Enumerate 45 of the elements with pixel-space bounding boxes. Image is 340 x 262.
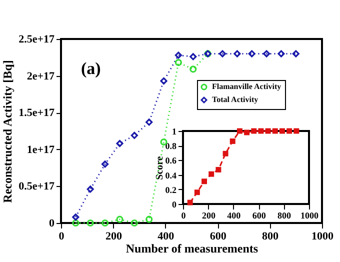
legend-label: Total Activity [212, 95, 258, 104]
point [251, 128, 257, 134]
point [202, 178, 207, 184]
y-tick-label: 2.5e+17 [18, 34, 55, 46]
y-axis-title: Score [154, 156, 166, 180]
point [294, 128, 300, 134]
point [230, 138, 236, 144]
x-tick-label: 0 [181, 210, 186, 220]
point [286, 128, 292, 134]
point [216, 166, 222, 172]
x-axis-title: Number of measurements [126, 242, 258, 256]
x-tick-label: 800 [278, 210, 292, 220]
annotation: (a) [81, 59, 101, 78]
point [265, 128, 271, 134]
x-tick-label: 1000 [312, 230, 334, 242]
y-tick-label: 0.2 [165, 184, 177, 195]
y-tick-label: 0.8 [165, 141, 177, 152]
point [222, 150, 228, 156]
x-tick-label: 200 [105, 230, 122, 242]
point [194, 190, 200, 196]
point [258, 128, 264, 134]
y-tick-label: 2e+17 [26, 70, 55, 82]
y-tick-label: 1e+17 [26, 144, 55, 156]
x-tick-label: 600 [210, 230, 227, 242]
y-tick-label: 1.5e+17 [18, 107, 55, 120]
y-axis-title: Reconstructed Activity [Bq] [0, 60, 15, 203]
y-tick-label: 0.4 [165, 170, 177, 180]
x-tick-label: 400 [227, 210, 242, 220]
point [279, 128, 285, 134]
x-tick-label: 800 [262, 230, 280, 242]
x-tick-label: 1000 [300, 210, 319, 220]
x-tick-label: 400 [158, 230, 175, 242]
y-tick-label: 1 [172, 126, 177, 136]
x-tick-label: 200 [202, 210, 216, 220]
point [187, 200, 193, 206]
point [272, 128, 278, 134]
x-tick-label: 600 [252, 210, 266, 220]
y-tick-label: 0.5e+17 [18, 180, 55, 193]
y-tick-label: 0 [172, 200, 177, 210]
x-tick-label: 0 [58, 230, 65, 242]
point [236, 128, 242, 134]
point [244, 130, 250, 136]
point [208, 171, 214, 177]
y-tick-label: 0.6 [165, 156, 177, 166]
legend-label: Flamanville Activity [212, 82, 282, 91]
